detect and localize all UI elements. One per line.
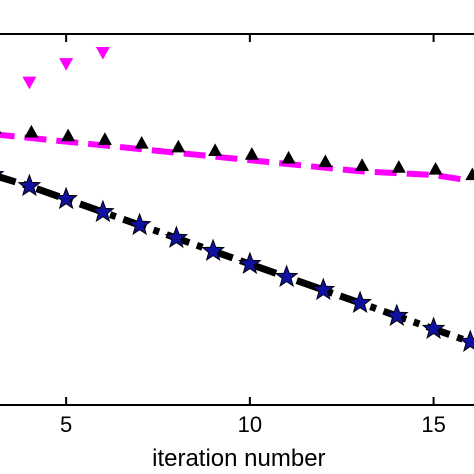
series-3-point-1 [0, 170, 5, 175]
series-2-point-13 [428, 161, 443, 175]
series-2-line [0, 131, 471, 184]
x-axis-title: iteration number [152, 445, 325, 472]
series-2-point-9 [281, 150, 296, 164]
series-2 [0, 124, 474, 184]
series-3-point-7 [201, 238, 225, 262]
series-2-point-10 [318, 154, 333, 168]
series-2-point-3 [61, 128, 76, 142]
series-3 [0, 170, 474, 352]
series-3-point-14 [458, 329, 474, 352]
series-3-point-4 [91, 199, 115, 223]
series-3-point-8 [238, 251, 262, 275]
series-3-point-12 [385, 303, 409, 327]
series-2-point-12 [391, 160, 406, 173]
series-2-point-6 [171, 139, 186, 153]
series-2-point-5 [134, 136, 149, 149]
series-3-point-10 [311, 277, 336, 301]
series-3-point-11 [348, 290, 372, 314]
series-3-point-3 [54, 186, 78, 210]
series-3-point-9 [274, 264, 299, 288]
series-3-point-2 [17, 173, 42, 197]
series-1-point-3 [59, 58, 74, 71]
x-tick-label-5: 5 [60, 412, 72, 437]
series-3-point-13 [421, 316, 446, 339]
series-2-point-1 [0, 130, 2, 134]
x-tick-label-10: 10 [238, 412, 262, 437]
series-1 [22, 46, 110, 90]
series-2-point-4 [97, 132, 112, 145]
series-1-point-4 [95, 46, 110, 60]
series-2-point-11 [355, 158, 370, 171]
series-2-point-7 [208, 143, 223, 157]
series-3-point-5 [127, 212, 152, 236]
series-2-point-14 [465, 167, 474, 181]
series-1-point-2 [22, 76, 37, 90]
x-tick-label-15: 15 [421, 412, 445, 437]
series-2-point-8 [244, 147, 259, 160]
series-2-point-2 [24, 124, 39, 138]
series-3-point-6 [164, 225, 189, 249]
plot-area [0, 46, 474, 352]
